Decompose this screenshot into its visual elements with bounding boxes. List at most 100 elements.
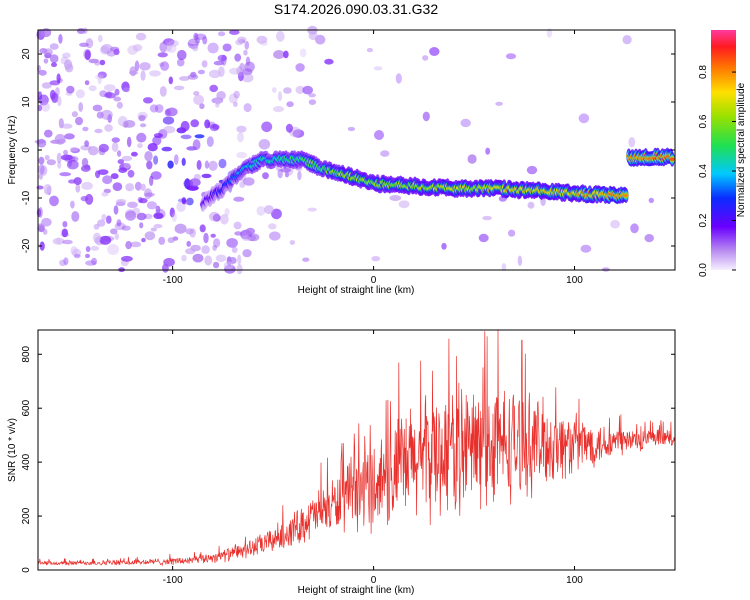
heatmap-cell <box>109 46 120 52</box>
heatmap-cell <box>162 116 175 125</box>
heatmap-cell <box>113 96 122 102</box>
heatmap-cell <box>122 87 130 93</box>
heatmap-cell <box>190 71 197 78</box>
heatmap-cell <box>127 201 138 208</box>
heatmap-cell <box>50 139 62 144</box>
heatmap-cell <box>280 167 292 173</box>
heatmap-cell <box>110 173 119 180</box>
heatmap-cell <box>208 160 218 171</box>
heatmap-cell <box>347 126 356 132</box>
heatmap-cell <box>149 104 159 113</box>
heatmap-cell <box>125 241 132 250</box>
heatmap-cell <box>95 170 101 179</box>
heatmap-cell <box>157 52 168 58</box>
heatmap-cell <box>144 192 155 197</box>
heatmap-cell <box>93 223 100 230</box>
heatmap-cell <box>98 143 109 153</box>
heatmap-cell <box>111 142 119 152</box>
snr-y-tick-label: 0 <box>21 567 32 573</box>
heatmap-cell <box>82 126 89 132</box>
heatmap-cell <box>101 191 109 197</box>
snr-background <box>38 330 675 570</box>
heatmap-cell <box>52 237 65 245</box>
heatmap-cell <box>283 50 289 59</box>
colorbar-tick-label: 0.6 <box>698 114 709 128</box>
heatmap-cell <box>508 229 516 237</box>
heatmap-cell <box>49 195 59 207</box>
heatmap-cell <box>115 199 126 206</box>
heatmap-cell <box>176 58 185 67</box>
heatmap-cell <box>202 36 208 45</box>
heatmap-cell <box>261 121 273 133</box>
heatmap-cell <box>193 91 200 96</box>
heatmap-x-ticks: -100 0 100 <box>163 30 583 286</box>
heatmap-cell <box>234 53 242 62</box>
heatmap-cell <box>146 201 157 210</box>
heatmap-cell <box>93 232 101 244</box>
heatmap-cell <box>209 211 220 222</box>
heatmap-cell <box>38 207 43 218</box>
heatmap-cell <box>505 53 517 60</box>
heatmap-cell <box>213 238 221 248</box>
heatmap-cell <box>38 69 47 76</box>
heatmap-cell <box>229 67 241 75</box>
heatmap-cell <box>192 253 204 263</box>
heatmap-cell <box>127 169 135 178</box>
colorbar-tick-label: 0.2 <box>698 213 709 227</box>
heatmap-cell <box>44 129 53 138</box>
heatmap-cell <box>302 85 314 95</box>
heatmap-cell <box>206 136 214 148</box>
heatmap-cell <box>121 225 131 231</box>
colorbar-ticks: 0.0 0.2 0.4 0.6 0.8 <box>698 65 736 277</box>
heatmap-cell <box>117 150 122 157</box>
heatmap-cell <box>135 32 147 41</box>
heatmap-cell <box>389 195 402 201</box>
heatmap-cell <box>81 181 93 190</box>
heatmap-cell <box>308 99 317 105</box>
heatmap-cell <box>302 257 310 262</box>
heatmap-cell <box>159 86 167 97</box>
heatmap-cell <box>422 55 429 61</box>
heatmap-cell <box>163 38 175 46</box>
heatmap-cell <box>256 206 266 216</box>
heatmap-cell <box>138 115 146 122</box>
heatmap-cell <box>210 233 216 238</box>
heatmap-cell <box>147 143 158 152</box>
heatmap-cell <box>197 69 205 75</box>
heatmap-cell <box>166 107 178 117</box>
heatmap-cell <box>277 91 283 102</box>
heatmap-cell <box>501 263 507 272</box>
heatmap-cell <box>204 160 209 169</box>
heatmap-cell <box>62 52 71 59</box>
heatmap-cell <box>139 222 144 229</box>
heatmap-cell <box>218 31 226 37</box>
heatmap-cell <box>140 183 146 191</box>
heatmap-y-tick-label: -10 <box>21 190 32 205</box>
heatmap-cell <box>208 69 221 79</box>
heatmap-cell <box>190 244 201 252</box>
heatmap-cell <box>144 231 156 241</box>
heatmap-cell <box>99 235 112 245</box>
heatmap-cell <box>34 139 46 144</box>
heatmap-cell <box>116 198 127 205</box>
heatmap-cell <box>95 74 104 80</box>
heatmap-y-tick-label: 10 <box>21 96 32 108</box>
heatmap-cell <box>186 240 191 247</box>
heatmap-cell <box>159 62 165 67</box>
heatmap-cell <box>648 197 654 204</box>
heatmap-cell <box>112 182 123 192</box>
heatmap-cell <box>578 113 590 124</box>
snr-y-ticks: 0 200 400 600 800 <box>21 345 675 573</box>
heatmap-cell <box>78 102 84 112</box>
heatmap-cell <box>131 151 138 157</box>
heatmap-cell <box>117 159 125 165</box>
heatmap-x-tick-label: 100 <box>566 275 583 286</box>
heatmap-cell <box>284 171 290 178</box>
heatmap-cell <box>115 201 126 206</box>
heatmap-cell <box>610 219 620 229</box>
heatmap-cell <box>68 158 73 167</box>
heatmap-cell <box>137 143 143 149</box>
colorbar-tick-label: 0.4 <box>698 164 709 178</box>
snr-x-tick-label: -100 <box>163 575 183 586</box>
heatmap-cell <box>262 172 269 180</box>
